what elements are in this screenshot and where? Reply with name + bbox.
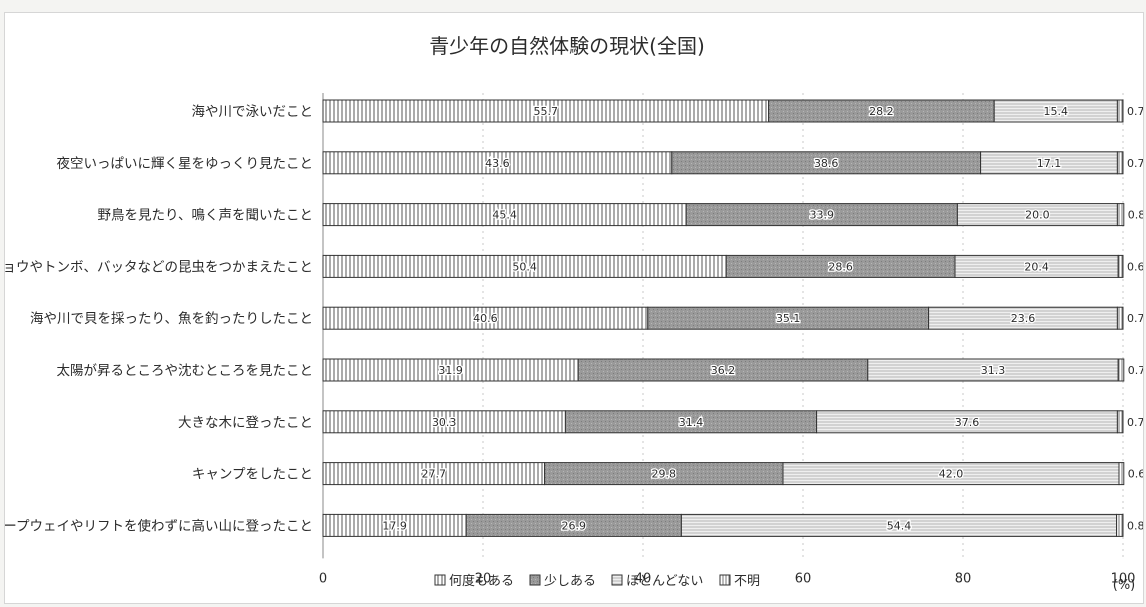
legend-swatch [434,574,446,586]
legend-entry: 少しある [544,574,596,589]
data-label: 0.7 [1127,157,1143,170]
legend-entry: 何度もある [449,573,514,589]
data-label: 26.9 [562,519,587,532]
category-label: キャンプをしたこと [192,467,313,483]
data-label: 0.6 [1128,468,1143,481]
data-label: 0.7 [1128,364,1143,377]
data-label: 17.1 [1037,157,1062,170]
data-label: 23.6 [1011,312,1036,325]
x-tick-label: 80 [955,571,972,586]
stacked-bar-chart: 青少年の自然体験の現状(全国) 55.7 28.2 15.4 0.7 43.6 38.6 1… [0,34,1146,593]
bar-segment [1116,203,1125,227]
data-label: 50.4 [512,260,537,273]
data-label: 17.9 [382,519,407,532]
category-label: 夜空いっぱいに輝く星をゆっくり見たこと [57,156,314,172]
data-label: 0.7 [1127,416,1143,429]
data-label: 0.7 [1127,105,1143,118]
chart-title: 青少年の自然体験の現状(全国) [429,34,705,58]
data-label: 0.8 [1128,209,1143,222]
legend-entry: 不明 [734,574,760,589]
data-label: 31.4 [679,416,704,429]
data-label: 54.4 [887,519,912,532]
bar-segment [1116,151,1124,175]
bar-segment [1116,99,1124,123]
data-label: 28.6 [828,260,853,273]
data-label: 55.7 [534,105,559,118]
data-label: 43.6 [485,157,510,170]
category-label: ロープウェイやリフトを使わずに高い山に登ったこと [5,517,313,534]
x-tick-label: 40 [635,571,652,586]
data-label: 20.0 [1025,209,1050,222]
data-label: 31.9 [438,364,463,377]
data-label: 42.0 [939,468,964,481]
category-label: 海や川で貝を採ったり、魚を釣ったりしたこと [30,311,313,327]
category-label: チョウやトンボ、バッタなどの昆虫をつかまえたこと [5,259,313,275]
x-tick-label: 100 [1111,571,1136,586]
category-label: 海や川で泳いだこと [192,104,314,120]
data-label: 37.6 [955,416,980,429]
legend-swatch [529,574,541,586]
bar-segment [1117,254,1124,278]
data-label: 28.2 [869,105,894,118]
data-label: 36.2 [711,364,736,377]
data-label: 38.6 [814,157,839,170]
data-label: 27.7 [422,468,447,481]
data-label: 29.8 [652,468,677,481]
category-label: 野鳥を見たり、鳴く声を聞いたこと [98,208,313,224]
legend-entry: ほとんどない [626,574,703,589]
data-label: 33.9 [810,209,835,222]
bar-segment [1116,306,1124,330]
data-label: 30.3 [432,416,457,429]
data-label: 0.6 [1127,260,1143,273]
x-tick-label: 60 [795,571,812,586]
x-tick-label: 0 [319,571,327,586]
bar-segment [1116,410,1124,434]
bar-segment [1117,358,1125,382]
data-label: 35.1 [776,312,801,325]
data-label: 15.4 [1044,105,1069,118]
data-label: 0.7 [1127,312,1143,325]
category-label: 太陽が昇るところや沈むところを見たこと [57,363,314,379]
legend-swatch [611,574,623,586]
bar-segment [1116,513,1124,537]
legend-swatch [719,574,731,586]
legend: 何度もある 少しある ほとんどない 不明 [434,573,760,589]
bar-segment [1118,462,1125,486]
x-tick-label: 20 [475,571,492,586]
data-label: 40.6 [473,312,498,325]
data-label: 45.4 [492,209,517,222]
chart-frame: 青少年の自然体験の現状(全国) 55.7 28.2 15.4 0.7 43.6 38.6 1… [0,12,1146,604]
category-label: 大きな木に登ったこと [178,415,313,431]
data-label: 0.8 [1127,519,1143,532]
data-label: 20.4 [1024,260,1049,273]
axis-unit-label: (%) [1113,578,1136,593]
data-label: 31.3 [981,364,1006,377]
